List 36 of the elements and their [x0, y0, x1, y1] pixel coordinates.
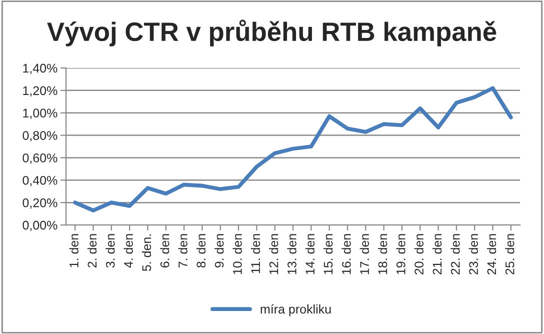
x-tick-label: 1. den [69, 234, 78, 268]
chart-title: Vývoj CTR v průběhu RTB kampaně [47, 20, 496, 46]
y-tick-label: 0,00% [22, 220, 58, 232]
line-series [73, 86, 513, 212]
x-tick-label: 12. den [269, 234, 278, 274]
x-tick-label: 20. den [414, 234, 424, 274]
y-tick-label: 1,40% [23, 64, 58, 74]
x-tick-label: 8. den [196, 234, 206, 268]
x-tick-label: 15. den [323, 234, 333, 274]
y-tick-label: 0,60% [22, 154, 58, 164]
x-tick-label: 2. den [87, 234, 97, 268]
x-tick-label: 13. den [287, 234, 296, 274]
x-tick-label: 10. den [232, 234, 242, 274]
y-tick-label: 0,40% [22, 176, 58, 186]
y-tick-label: 1,00% [23, 108, 58, 119]
x-tick-label: 9. den [214, 234, 224, 268]
x-tick-label: 7. den [178, 234, 188, 268]
x-tick-label: 17. den [360, 234, 369, 274]
x-tick-label: 3. den [106, 234, 115, 268]
y-tick-label: 1,20% [23, 86, 58, 97]
x-tick-label: 4. den [124, 234, 133, 268]
x-tick-label: 6. den [160, 234, 170, 268]
x-tick-label: 14. den [305, 234, 315, 274]
legend-label: míra prokliku [260, 304, 331, 316]
x-tick-label: 5. den. [142, 234, 152, 272]
x-tick-label: 25. den [505, 234, 514, 274]
x-tick-label: 22. den [450, 234, 460, 274]
x-tick-label: 19. den [396, 234, 406, 274]
x-tick-label: 21. den [432, 234, 442, 274]
y-tick-label: 0,20% [22, 198, 58, 209]
x-tick-label: 23. den [468, 234, 478, 274]
x-tick-label: 11. den [250, 234, 260, 274]
x-tick-label: 16. den [342, 234, 351, 274]
x-tick-label: 18. den [378, 234, 388, 274]
y-tick-label: 0,80% [22, 131, 58, 142]
x-tick-label: 24. den [486, 234, 496, 274]
